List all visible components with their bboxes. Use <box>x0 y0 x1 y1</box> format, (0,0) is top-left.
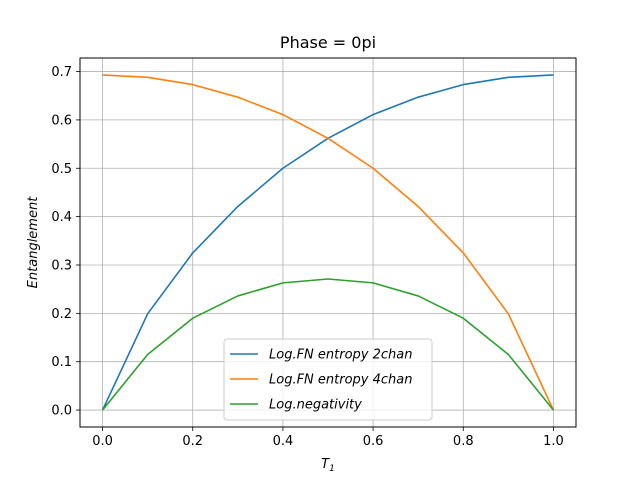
x-tick-label: 1.0 <box>543 434 564 449</box>
x-axis-label-subscript: 1 <box>329 464 335 474</box>
ticks: 0.0 0.2 0.4 0.6 0.8 1.0 0.0 0.1 0.2 0.3 0.4 0.5 0.6 0… <box>51 65 563 449</box>
legend-entry: Log.FN entropy 2chan <box>269 348 413 363</box>
y-tick-label: 0.6 <box>51 113 72 128</box>
y-tick-label: 0.3 <box>51 258 72 273</box>
series-line-3 <box>101 278 555 411</box>
y-tick-label: 0.0 <box>51 404 72 419</box>
chart-title: Phase = 0pi <box>280 33 376 52</box>
legend-entry: Log.FN entropy 4chan <box>269 373 413 388</box>
x-tick-label: 0.0 <box>92 434 113 449</box>
y-tick-label: 0.4 <box>51 210 72 225</box>
x-tick-label: 0.2 <box>182 434 203 449</box>
series-lines <box>101 74 555 411</box>
x-axis-label-main: T <box>321 457 330 472</box>
y-tick-label: 0.1 <box>51 355 72 370</box>
plot-frame <box>79 57 577 428</box>
grid <box>80 58 576 427</box>
y-tick-label: 0.7 <box>51 65 72 80</box>
series-line-2 <box>102 74 555 411</box>
y-tick-label: 0.2 <box>51 307 72 322</box>
legend-box <box>223 338 433 421</box>
x-tick-label: 0.8 <box>453 434 474 449</box>
legend-entry: Log.negativity <box>269 398 362 413</box>
y-tick-label: 0.5 <box>51 162 72 177</box>
x-tick-label: 0.4 <box>273 434 294 449</box>
y-axis-label: Entanglement <box>26 196 41 289</box>
x-axis-label: T1 <box>321 457 335 474</box>
x-tick-label: 0.6 <box>363 434 384 449</box>
legend: Log.FN entropy 2chan Log.FN entropy 4chan… <box>223 338 433 421</box>
